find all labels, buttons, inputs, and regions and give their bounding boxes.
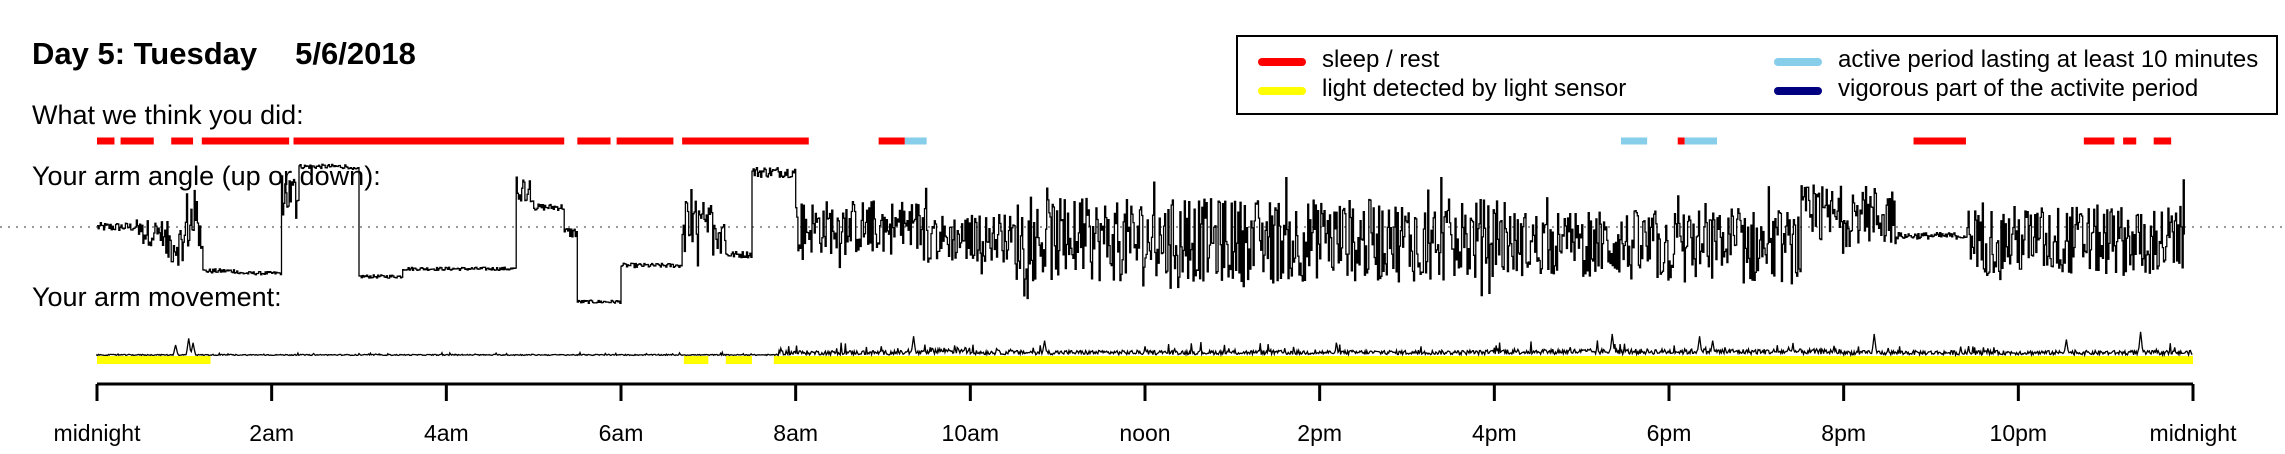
- tick-label-10: 8pm: [1821, 420, 1866, 446]
- legend-label-active: active period lasting at least 10 minute…: [1838, 46, 2259, 73]
- active-period-bar-2: [1684, 137, 1718, 145]
- active-period-bar-0: [904, 137, 927, 145]
- tick-label-1: 2am: [249, 420, 294, 446]
- activity-section-label: What we think you did:: [32, 100, 304, 130]
- tick-label-7: 2pm: [1297, 420, 1342, 446]
- activity-bars: [97, 137, 2172, 145]
- sleep-rest-bar-0: [97, 137, 115, 145]
- sleep-rest-bar-3: [201, 137, 290, 145]
- tick-label-5: 10am: [942, 420, 1000, 446]
- sleep-rest-bar-12: [2123, 137, 2137, 145]
- sleep-rest-bar-10: [1913, 137, 1966, 145]
- light-detected-bar-0: [97, 356, 211, 364]
- legend: sleep / rest light detected by light sen…: [1236, 35, 2278, 115]
- sleep-rest-bar-4: [293, 137, 565, 145]
- arm-movement-trace: [96, 331, 2193, 358]
- page-title: Day 5: Tuesday 5/6/2018: [32, 36, 416, 72]
- sleep-rest-bar-1: [120, 137, 154, 145]
- light-bars: [97, 356, 2194, 364]
- sleep-rest-bar-8: [878, 137, 905, 145]
- arm-angle-trace: [97, 163, 2185, 305]
- sleep-rest-bar-9: [1677, 137, 1685, 145]
- time-axis: midnight 2am 4am 6am 8am 10am noon 2pm 4pm 6pm 8pm…: [54, 382, 2238, 446]
- sleep-rest-bar-2: [171, 137, 194, 145]
- tick-label-6: noon: [1119, 420, 1170, 446]
- tick-label-9: 6pm: [1647, 420, 1692, 446]
- light-detected-bar-2: [725, 356, 752, 364]
- legend-label-vigorous: vigorous part of the activite period: [1838, 75, 2199, 102]
- legend-swatch-active: [1774, 58, 1822, 66]
- sleep-rest-bar-5: [577, 137, 611, 145]
- legend-swatch-sleep: [1258, 58, 1306, 66]
- tick-label-12: midnight: [2150, 420, 2238, 446]
- tick-label-8: 4pm: [1472, 420, 1517, 446]
- date-label: 5/6/2018: [295, 36, 416, 71]
- tick-label-0: midnight: [54, 420, 142, 446]
- light-detected-bar-3: [773, 356, 2194, 364]
- tick-label-11: 10pm: [1990, 420, 2048, 446]
- sleep-rest-bar-7: [682, 137, 809, 145]
- legend-swatch-vigorous: [1774, 87, 1822, 95]
- legend-label-light: light detected by light sensor: [1322, 75, 1627, 102]
- tick-label-3: 6am: [599, 420, 644, 446]
- sleep-rest-bar-13: [2153, 137, 2172, 145]
- sleep-rest-bar-6: [616, 137, 674, 145]
- active-period-bar-1: [1620, 137, 1648, 145]
- legend-swatch-light: [1258, 87, 1306, 95]
- day-label: Day 5: Tuesday: [32, 36, 258, 71]
- sleep-rest-bar-11: [2083, 137, 2115, 145]
- legend-label-sleep: sleep / rest: [1322, 46, 1440, 73]
- arm-movement-section-label: Your arm movement:: [32, 282, 282, 312]
- arm-movement-line: [96, 331, 2193, 358]
- arm-angle-section-label: Your arm angle (up or down):: [32, 161, 381, 191]
- light-detected-bar-1: [683, 356, 709, 364]
- arm-angle-line: [97, 163, 2185, 305]
- tick-label-2: 4am: [424, 420, 469, 446]
- tick-label-4: 8am: [773, 420, 818, 446]
